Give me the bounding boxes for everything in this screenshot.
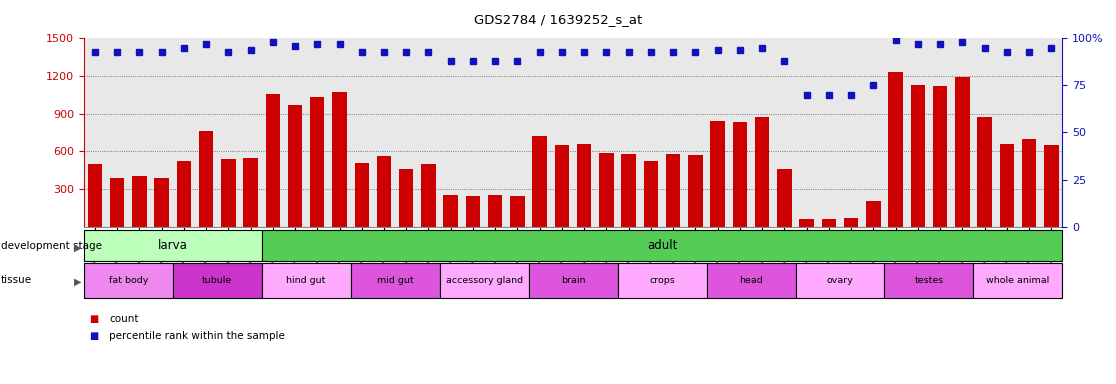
Text: brain: brain: [561, 276, 585, 285]
Bar: [1000, 144, 1014, 227]
Bar: [577, 144, 591, 227]
Bar: [617, 263, 706, 298]
Text: adult: adult: [647, 239, 677, 252]
Bar: [532, 136, 547, 227]
Text: percentile rank within the sample: percentile rank within the sample: [109, 331, 286, 341]
Bar: [644, 161, 658, 227]
Bar: [109, 178, 124, 227]
Bar: [355, 162, 369, 227]
Bar: [844, 218, 858, 227]
Bar: [796, 263, 885, 298]
Text: whole animal: whole animal: [987, 276, 1049, 285]
Bar: [154, 178, 169, 227]
Bar: [711, 121, 725, 227]
Bar: [622, 154, 636, 227]
Text: larva: larva: [157, 239, 187, 252]
Bar: [440, 263, 529, 298]
Bar: [911, 85, 925, 227]
Bar: [599, 152, 614, 227]
Bar: [754, 118, 769, 227]
Bar: [377, 156, 392, 227]
Text: crops: crops: [650, 276, 675, 285]
Text: ■: ■: [89, 331, 98, 341]
Bar: [421, 164, 435, 227]
Bar: [555, 145, 569, 227]
Bar: [689, 155, 703, 227]
Bar: [973, 263, 1062, 298]
Bar: [777, 169, 791, 227]
Text: head: head: [739, 276, 763, 285]
Bar: [666, 154, 681, 227]
Bar: [799, 219, 814, 227]
Bar: [955, 77, 970, 227]
Text: ▶: ▶: [74, 277, 81, 287]
Bar: [978, 118, 992, 227]
Bar: [288, 105, 302, 227]
Text: ▶: ▶: [74, 242, 81, 252]
Bar: [443, 195, 458, 227]
Bar: [132, 176, 146, 227]
Bar: [1045, 145, 1059, 227]
Text: fat body: fat body: [108, 276, 148, 285]
Bar: [465, 197, 480, 227]
Bar: [176, 161, 191, 227]
Text: ovary: ovary: [827, 276, 854, 285]
Bar: [400, 169, 413, 227]
Bar: [261, 263, 350, 298]
Text: testes: testes: [914, 276, 944, 285]
Bar: [310, 98, 325, 227]
Bar: [199, 131, 213, 227]
Text: development stage: development stage: [1, 241, 103, 251]
Bar: [87, 164, 102, 227]
Bar: [266, 94, 280, 227]
Text: accessory gland: accessory gland: [445, 276, 522, 285]
Bar: [261, 230, 1062, 261]
Bar: [173, 263, 261, 298]
Bar: [888, 72, 903, 227]
Bar: [933, 86, 947, 227]
Bar: [866, 202, 881, 227]
Text: tissue: tissue: [1, 275, 32, 285]
Bar: [1022, 139, 1037, 227]
Bar: [529, 263, 617, 298]
Bar: [510, 197, 525, 227]
Text: count: count: [109, 314, 138, 324]
Bar: [84, 263, 173, 298]
Bar: [243, 157, 258, 227]
Bar: [221, 159, 235, 227]
Text: ■: ■: [89, 314, 98, 324]
Bar: [84, 230, 261, 261]
Text: hind gut: hind gut: [287, 276, 326, 285]
Text: mid gut: mid gut: [377, 276, 413, 285]
Bar: [733, 122, 747, 227]
Bar: [821, 219, 836, 227]
Bar: [333, 92, 347, 227]
Bar: [488, 195, 502, 227]
Bar: [885, 263, 973, 298]
Bar: [706, 263, 796, 298]
Bar: [350, 263, 440, 298]
Text: GDS2784 / 1639252_s_at: GDS2784 / 1639252_s_at: [474, 13, 642, 26]
Text: tubule: tubule: [202, 276, 232, 285]
